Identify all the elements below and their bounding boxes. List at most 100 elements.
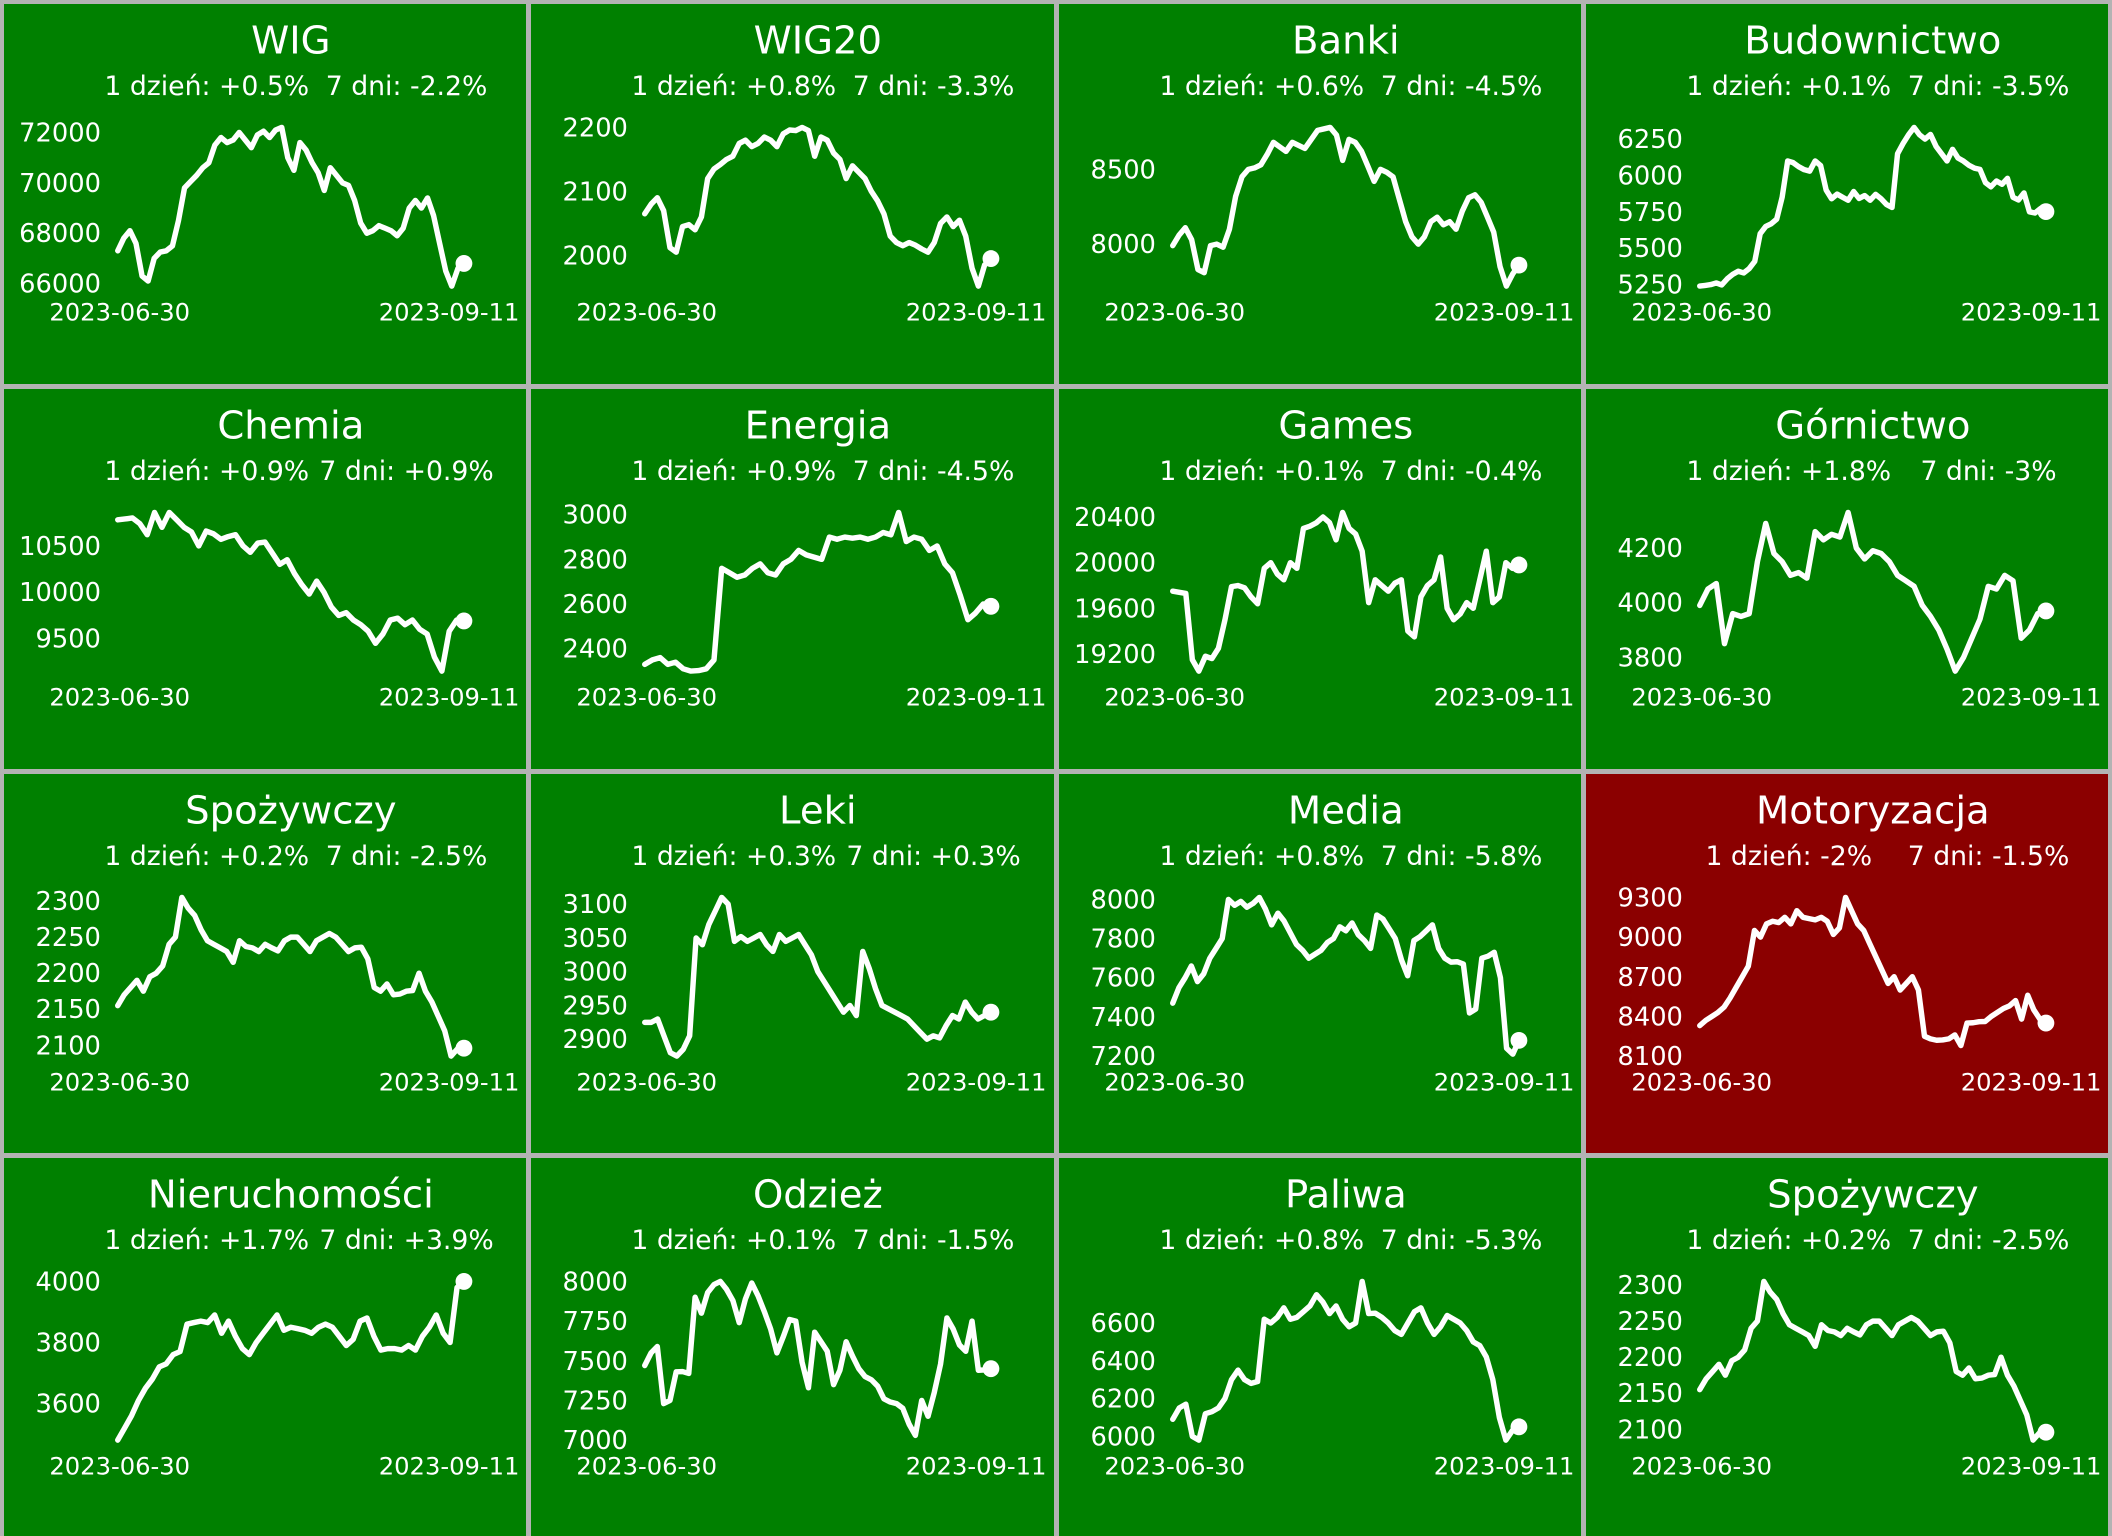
x-axis-start-label: 2023-06-30 bbox=[1104, 1068, 1245, 1096]
week-change: 7 dni: -5.8% bbox=[1380, 841, 1542, 872]
last-point-marker bbox=[1510, 556, 1527, 574]
x-axis-end-label: 2023-09-11 bbox=[1433, 683, 1574, 711]
price-line bbox=[1169, 894, 1522, 1057]
day-change: 1 dzień: +0.2% bbox=[104, 841, 309, 872]
chart-panel-9-leki: Leki 1 dzień: +0.3% 7 dni: +0.3% 3100 3050 30… bbox=[531, 773, 1054, 1154]
day-change: 1 dzień: +0.9% bbox=[632, 456, 837, 487]
y-tick-label: 20000 bbox=[1074, 548, 1156, 578]
y-tick-label: 7800 bbox=[1090, 924, 1155, 954]
y-tick-label: 2900 bbox=[563, 1025, 628, 1055]
x-axis-end-label: 2023-09-11 bbox=[1960, 1453, 2101, 1481]
x-axis-start-label: 2023-06-30 bbox=[49, 683, 190, 711]
x-axis-start-label: 2023-06-30 bbox=[1104, 299, 1245, 327]
x-axis-end-label: 2023-09-11 bbox=[1960, 683, 2101, 711]
x-axis-start-label: 2023-06-30 bbox=[577, 1068, 718, 1096]
x-axis-end-label: 2023-09-11 bbox=[906, 1068, 1047, 1096]
chart-panel-10-media: Media 1 dzień: +0.8% 7 dni: -5.8% 8000 7800 7… bbox=[1058, 773, 1581, 1154]
sector-chart: Spożywczy 1 dzień: +0.2% 7 dni: -2.5% 2300 2… bbox=[1617, 1173, 2101, 1481]
y-tick-label: 8400 bbox=[1617, 1002, 1682, 1032]
price-line bbox=[115, 509, 467, 674]
price-line bbox=[1696, 124, 2049, 289]
week-change: 7 dni: -3.3% bbox=[853, 71, 1015, 102]
chart-title: Górnictwo bbox=[1775, 403, 1970, 448]
chart-panel-2-banki: Banki 1 dzień: +0.6% 7 dni: -4.5% 8500 8000 2… bbox=[1058, 4, 1581, 384]
y-tick-label: 8500 bbox=[1090, 155, 1155, 185]
last-point-marker bbox=[1510, 256, 1527, 274]
chart-title: Paliwa bbox=[1284, 1173, 1406, 1218]
chart-title: Spożywczy bbox=[1767, 1173, 1978, 1218]
last-point-marker bbox=[2037, 203, 2055, 221]
chart-title: WIG bbox=[251, 18, 330, 63]
price-line bbox=[1696, 1279, 2049, 1444]
chart-panel-11-motoryzacja: Motoryzacja 1 dzień: -2% 7 dni: -1.5% 9300 9… bbox=[1585, 773, 2108, 1154]
y-tick-label: 6000 bbox=[1090, 1423, 1155, 1453]
chart-panel-0-wig: WIG 1 dzień: +0.5% 7 dni: -2.2% 72000 70000 6… bbox=[4, 4, 527, 384]
x-axis-end-label: 2023-09-11 bbox=[906, 1453, 1047, 1481]
chart-title: Games bbox=[1278, 403, 1413, 448]
x-axis-end-label: 2023-09-11 bbox=[379, 299, 520, 327]
y-tick-label: 10000 bbox=[19, 578, 101, 608]
x-axis-end-label: 2023-09-11 bbox=[906, 683, 1047, 711]
y-tick-label: 3600 bbox=[36, 1390, 101, 1420]
y-tick-label: 19600 bbox=[1074, 594, 1156, 624]
week-change: 7 dni: +0.3% bbox=[847, 841, 1021, 872]
y-tick-label: 8100 bbox=[1617, 1042, 1682, 1072]
week-change: 7 dni: -2.5% bbox=[1907, 1225, 2069, 1256]
last-point-marker bbox=[982, 1360, 1000, 1378]
chart-panel-13-odzie-: Odzież 1 dzień: +0.1% 7 dni: -1.5% 8000 7750… bbox=[531, 1158, 1054, 1536]
x-axis-start-label: 2023-06-30 bbox=[1631, 683, 1772, 711]
chart-panel-15-spo-ywczy: Spożywczy 1 dzień: +0.2% 7 dni: -2.5% 2300 2… bbox=[1585, 1158, 2108, 1536]
chart-title: Nieruchomości bbox=[148, 1173, 434, 1218]
sector-chart: Górnictwo 1 dzień: +1.8% 7 dni: -3% 4200 400… bbox=[1617, 403, 2101, 711]
last-point-marker bbox=[2037, 1424, 2055, 1442]
x-axis-start-label: 2023-06-30 bbox=[577, 299, 718, 327]
week-change: 7 dni: +3.9% bbox=[319, 1225, 493, 1256]
y-tick-label: 3800 bbox=[1617, 643, 1682, 673]
sector-chart: Games 1 dzień: +0.1% 7 dni: -0.4% 20400 2000… bbox=[1074, 403, 1574, 711]
y-tick-label: 9500 bbox=[36, 624, 101, 654]
sector-chart: Paliwa 1 dzień: +0.8% 7 dni: -5.3% 6600 6400… bbox=[1090, 1173, 1574, 1481]
y-tick-label: 2150 bbox=[36, 995, 101, 1025]
chart-panel-4-chemia: Chemia 1 dzień: +0.9% 7 dni: +0.9% 10500 100… bbox=[4, 388, 527, 769]
last-point-marker bbox=[2037, 1014, 2055, 1032]
chart-panel-6-games: Games 1 dzień: +0.1% 7 dni: -0.4% 20400 2000… bbox=[1058, 388, 1581, 769]
price-line bbox=[642, 894, 994, 1059]
y-tick-label: 70000 bbox=[19, 169, 101, 199]
week-change: 7 dni: -2.2% bbox=[326, 71, 488, 102]
x-axis-start-label: 2023-06-30 bbox=[49, 1453, 190, 1481]
price-line bbox=[642, 509, 994, 674]
last-point-marker bbox=[982, 1003, 1000, 1021]
price-line bbox=[1169, 509, 1522, 674]
week-change: 7 dni: -0.4% bbox=[1380, 456, 1542, 487]
week-change: 7 dni: -3.5% bbox=[1907, 71, 2069, 102]
y-tick-label: 2100 bbox=[1617, 1416, 1682, 1446]
chart-panel-5-energia: Energia 1 dzień: +0.9% 7 dni: -4.5% 3000 280… bbox=[531, 388, 1054, 769]
y-tick-label: 6400 bbox=[1090, 1347, 1155, 1377]
price-line bbox=[115, 1279, 467, 1444]
y-tick-label: 5500 bbox=[1617, 234, 1682, 264]
chart-title: Motoryzacja bbox=[1756, 788, 1990, 833]
day-change: 1 dzień: +0.8% bbox=[1159, 841, 1364, 872]
y-tick-label: 7200 bbox=[1090, 1042, 1155, 1072]
day-change: 1 dzień: +1.7% bbox=[104, 1225, 309, 1256]
y-tick-label: 7500 bbox=[563, 1347, 628, 1377]
week-change: 7 dni: -1.5% bbox=[853, 1225, 1015, 1256]
day-change: 1 dzień: +0.1% bbox=[1159, 456, 1364, 487]
y-tick-label: 4200 bbox=[1617, 534, 1682, 564]
day-change: 1 dzień: +0.1% bbox=[1686, 71, 1891, 102]
day-change: 1 dzień: +0.8% bbox=[632, 71, 837, 102]
y-tick-label: 20400 bbox=[1074, 503, 1156, 533]
y-tick-label: 6200 bbox=[1090, 1385, 1155, 1415]
chart-panel-12-nieruchomo-ci: Nieruchomości 1 dzień: +1.7% 7 dni: +3.9% 4… bbox=[4, 1158, 527, 1536]
y-tick-label: 7000 bbox=[563, 1427, 628, 1457]
y-tick-label: 2800 bbox=[563, 545, 628, 575]
sector-chart: Chemia 1 dzień: +0.9% 7 dni: +0.9% 10500 100… bbox=[19, 403, 519, 711]
sector-chart: Nieruchomości 1 dzień: +1.7% 7 dni: +3.9% 4… bbox=[36, 1173, 520, 1481]
y-tick-label: 2400 bbox=[563, 635, 628, 665]
y-tick-label: 8000 bbox=[1090, 885, 1155, 915]
y-tick-label: 8000 bbox=[1090, 230, 1155, 260]
week-change: 7 dni: -3% bbox=[1920, 456, 2056, 487]
chart-title: Banki bbox=[1292, 18, 1400, 63]
y-tick-label: 3000 bbox=[563, 957, 628, 987]
